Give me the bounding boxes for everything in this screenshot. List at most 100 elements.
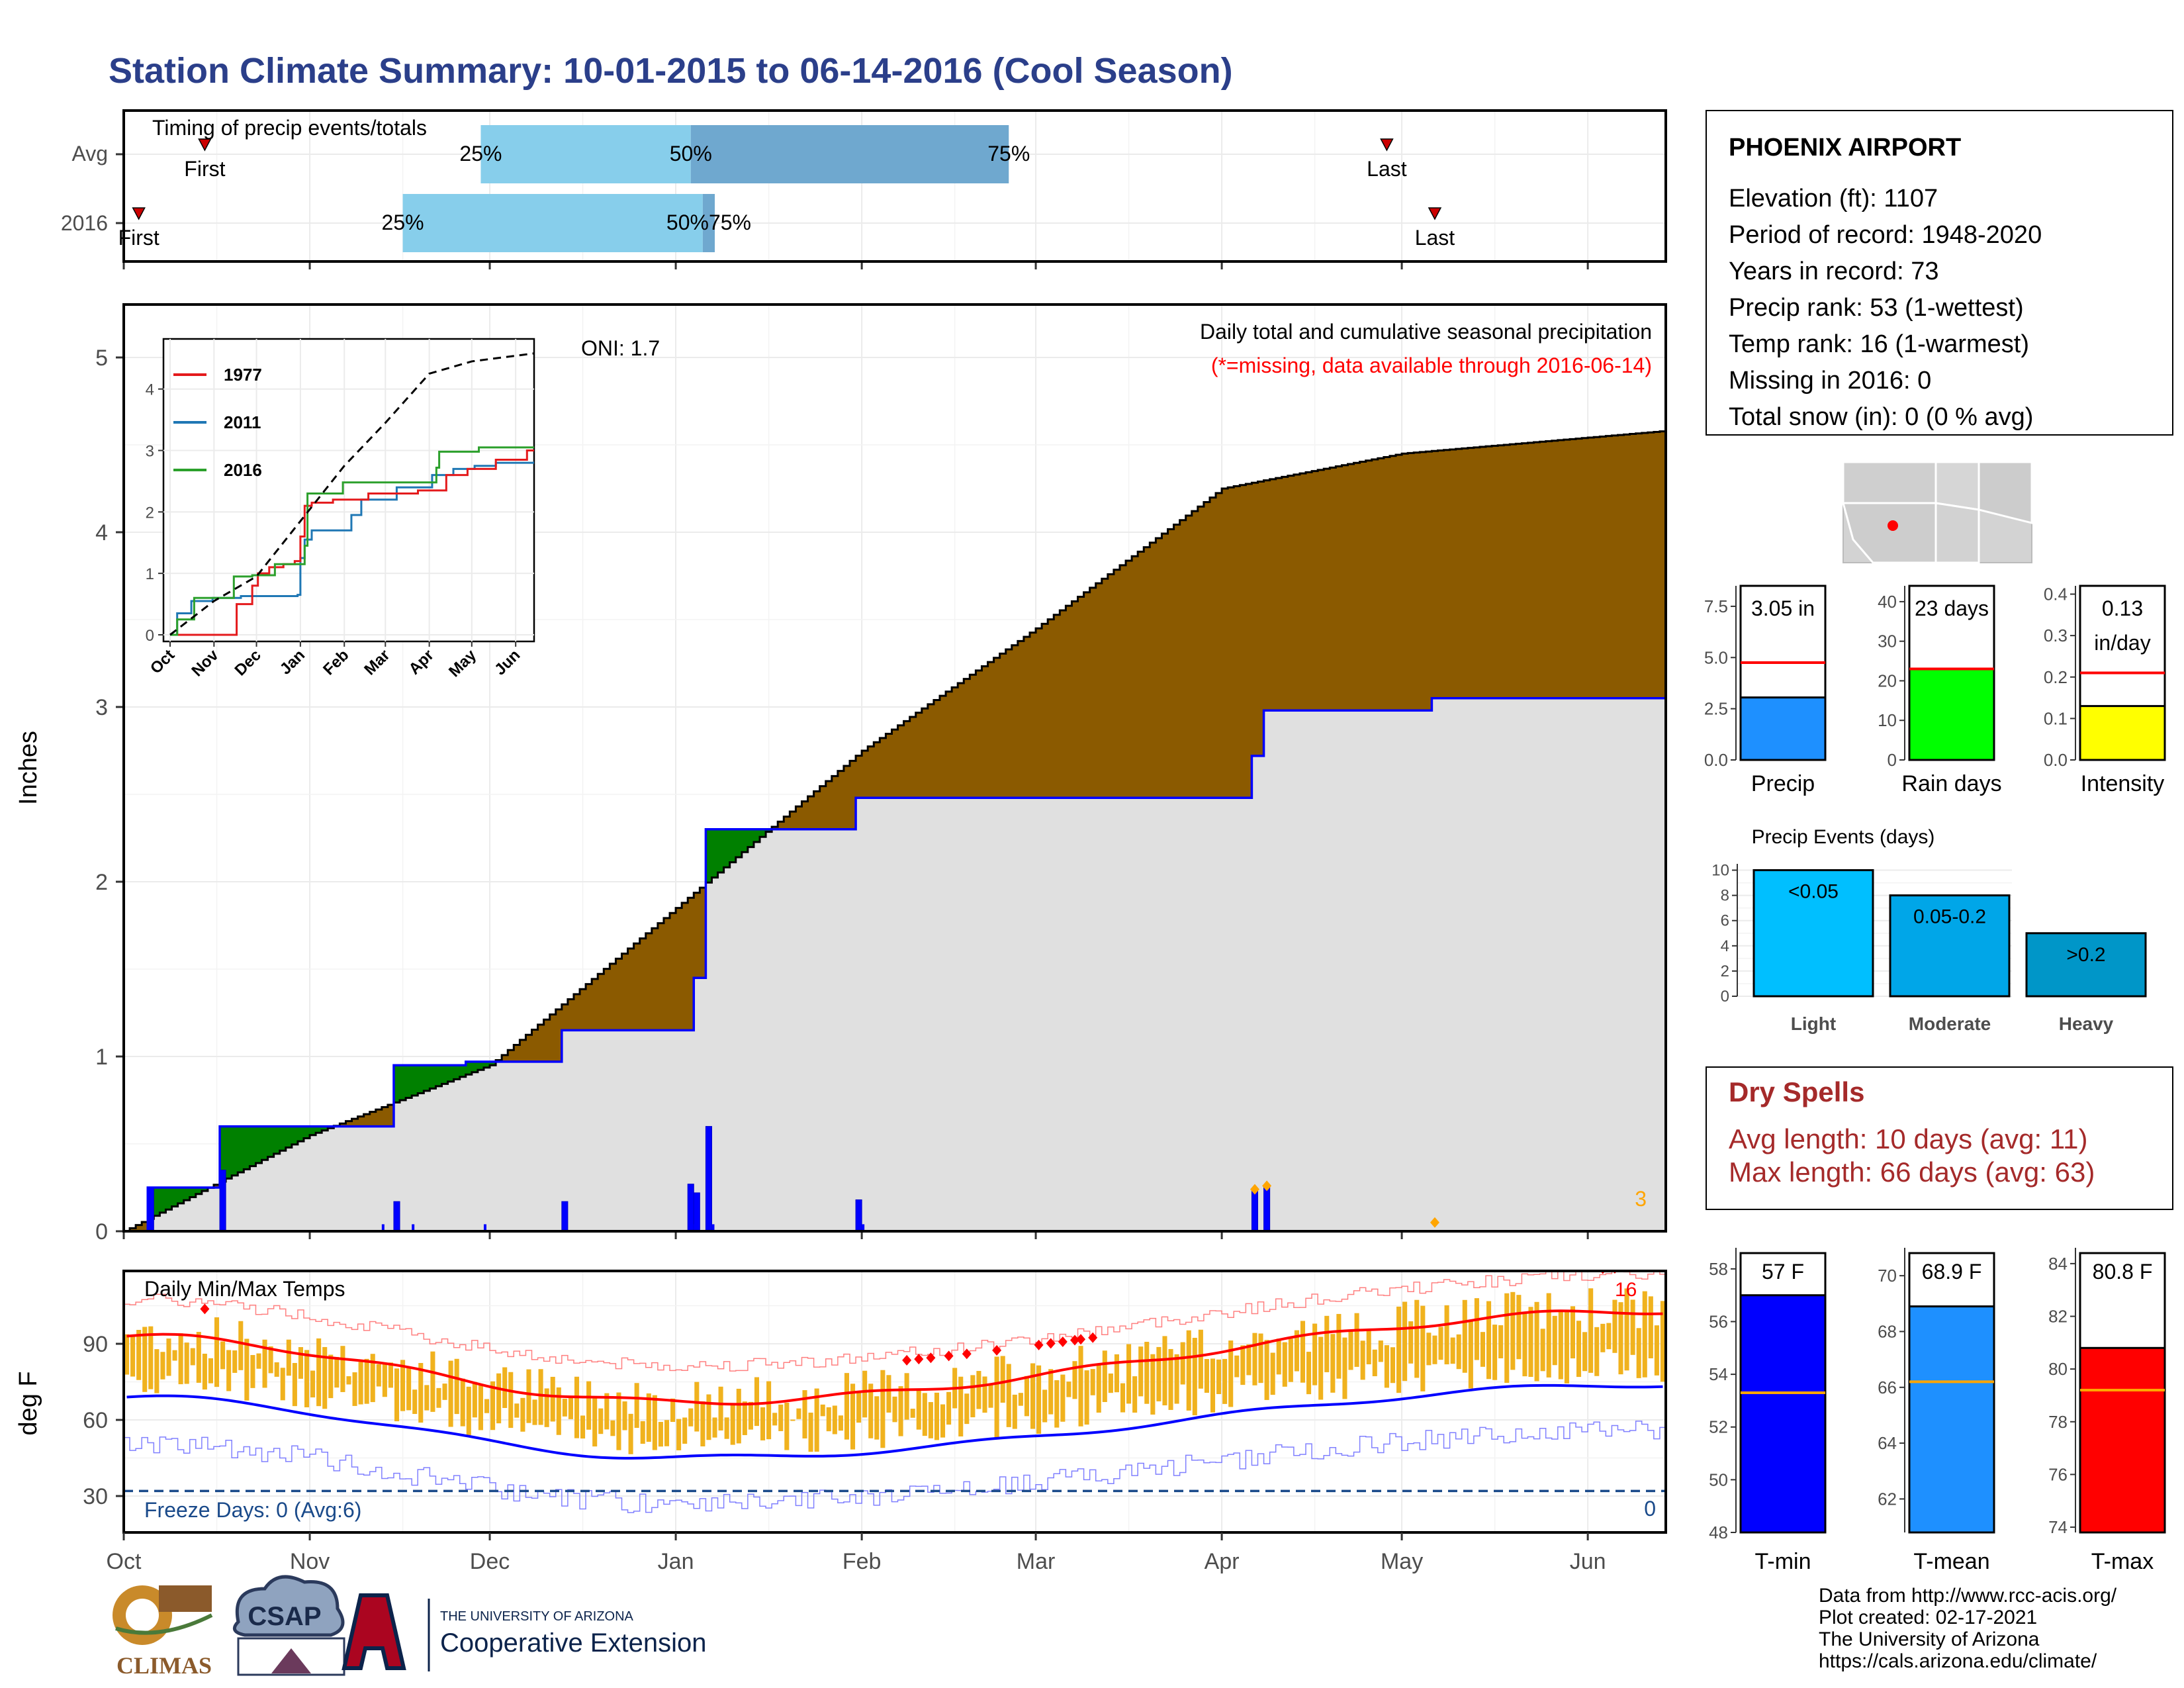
inset-x-tick-feb: Feb xyxy=(320,646,352,679)
daily-temp-bar xyxy=(1468,1321,1473,1389)
daily-temp-bar xyxy=(916,1388,921,1430)
daily-temp-bar xyxy=(1510,1291,1516,1370)
daily-temp-bar xyxy=(1096,1364,1101,1413)
inset-y-tick-4: 4 xyxy=(146,381,154,399)
daily-temp-bar xyxy=(1294,1330,1299,1372)
daily-temp-bar xyxy=(754,1377,760,1427)
daily-temp-bar xyxy=(1312,1323,1318,1385)
daily-temp-bar xyxy=(622,1401,627,1430)
daily-temp-bar xyxy=(1174,1354,1179,1404)
daily-temp-bar xyxy=(166,1338,171,1376)
daily-temp-bar xyxy=(1252,1333,1257,1385)
daily-temp-bar xyxy=(1300,1321,1306,1383)
daily-trace-bar xyxy=(412,1224,415,1231)
inset-x-tick-mar: Mar xyxy=(361,646,393,679)
daily-temp-bar xyxy=(1474,1298,1479,1360)
daily-temp-bar xyxy=(730,1403,735,1445)
mini-bar-precip xyxy=(1739,696,1827,761)
daily-temp-bar xyxy=(1438,1327,1443,1360)
daily-temp-bar xyxy=(1060,1374,1066,1422)
inset-y-tick-1: 1 xyxy=(146,565,154,583)
precip-y-tick-5: 5 xyxy=(95,346,108,371)
daily-temp-bar xyxy=(694,1382,700,1432)
daily-temp-bar xyxy=(1306,1352,1312,1395)
daily-temp-bar xyxy=(688,1408,694,1427)
mini-value-precip-0: 3.05 in xyxy=(1751,596,1815,620)
temp-bar-tick-tmin: 58 xyxy=(1709,1259,1728,1279)
daily-temp-bar xyxy=(1324,1315,1330,1372)
page-title: Station Climate Summary: 10-01-2015 to 0… xyxy=(109,51,1233,91)
daily-temp-bar xyxy=(1654,1325,1659,1376)
temp-bar-tmin xyxy=(1739,1294,1827,1534)
p25-label-Avg: 25% xyxy=(459,142,502,165)
dry-spells-avg: Avg length: 10 days (avg: 11) xyxy=(1729,1123,2087,1154)
daily-temp-bar xyxy=(544,1388,549,1427)
events-bar-heavy xyxy=(2025,932,2147,998)
daily-temp-bar xyxy=(766,1381,772,1440)
daily-temp-bar xyxy=(322,1346,328,1409)
daily-temp-bar xyxy=(604,1393,610,1430)
x-tick-label-apr: Apr xyxy=(1205,1549,1240,1574)
daily-temp-bar xyxy=(1480,1332,1486,1367)
timing-bar-25-50-Avg xyxy=(480,125,691,183)
daily-temp-bar xyxy=(520,1397,525,1432)
temp-bar-tick-tmin: 54 xyxy=(1709,1364,1728,1384)
precip-y-tick-4: 4 xyxy=(95,520,108,545)
daily-temp-bar xyxy=(574,1376,580,1438)
daily-temp-bar xyxy=(868,1383,874,1438)
temp-y-axis-label: deg F xyxy=(15,1371,42,1435)
daily-temp-bar xyxy=(1144,1342,1150,1404)
daily-temp-bar xyxy=(154,1349,159,1393)
mini-bar-intensity xyxy=(2079,705,2166,761)
daily-temp-bar xyxy=(1570,1306,1576,1359)
daily-temp-bar xyxy=(1336,1313,1342,1379)
inset-y-tick-2: 2 xyxy=(146,504,154,522)
daily-temp-bar xyxy=(892,1396,897,1423)
station-line-period: Period of record: 1948-2020 xyxy=(1729,221,2042,249)
series-line-avg-cumulative xyxy=(124,430,1666,1231)
daily-temp-bar xyxy=(970,1375,976,1418)
precip-y-tick-1: 1 xyxy=(95,1045,108,1070)
daily-temp-bar xyxy=(928,1402,933,1438)
daily-temp-bar xyxy=(904,1373,909,1420)
daily-temp-bar xyxy=(124,1334,130,1375)
inset-x-tick-oct: Oct xyxy=(147,646,178,677)
daily-temp-bar xyxy=(244,1338,250,1401)
temp-bar-value-tmin: 57 F xyxy=(1762,1260,1804,1284)
daily-temp-bar xyxy=(718,1386,723,1430)
daily-temp-bar xyxy=(1000,1356,1005,1403)
station-line-elevation: Elevation (ft): 1107 xyxy=(1729,185,1938,212)
temp-bar-label-tmean: T-mean xyxy=(1913,1549,1989,1574)
daily-temp-bar xyxy=(1456,1334,1461,1370)
inset-series-average xyxy=(169,352,534,636)
daily-temp-bar xyxy=(706,1394,711,1440)
daily-precip-bar xyxy=(705,1126,712,1231)
daily-temp-bar xyxy=(1264,1340,1269,1400)
last-marker-2016 xyxy=(1428,207,1442,220)
daily-temp-bar xyxy=(1186,1330,1191,1411)
daily-temp-bar xyxy=(478,1385,483,1430)
inset-x-tick-may: May xyxy=(445,646,480,681)
daily-trace-bar xyxy=(862,1224,865,1231)
daily-temp-bar xyxy=(1522,1312,1527,1377)
daily-temp-bar xyxy=(910,1409,915,1418)
mini-tick-precip: 7.5 xyxy=(1704,596,1728,616)
daily-temp-bar xyxy=(832,1405,837,1434)
daily-temp-bar xyxy=(442,1383,447,1400)
daily-temp-bar xyxy=(1660,1301,1665,1382)
daily-temp-bar xyxy=(328,1354,334,1399)
series-line-2016-cumulative xyxy=(124,697,1666,1231)
temp-bar-tick-tmean: 68 xyxy=(1878,1321,1897,1341)
last-label-2016: Last xyxy=(1415,226,1455,250)
daily-temp-bar xyxy=(1246,1344,1251,1376)
daily-temp-bar xyxy=(784,1402,790,1450)
daily-temp-bar xyxy=(178,1333,183,1385)
daily-temp-bar xyxy=(1168,1348,1173,1410)
daily-temp-bar xyxy=(646,1393,651,1442)
daily-temp-bar xyxy=(1156,1346,1161,1401)
daily-temp-bar xyxy=(376,1364,381,1387)
daily-temp-bar xyxy=(772,1413,778,1426)
station-line-temp-rank: Temp rank: 16 (1-warmest) xyxy=(1729,330,2029,358)
daily-temp-bar xyxy=(274,1362,279,1377)
temp-bar-tick-tmean: 66 xyxy=(1878,1378,1897,1397)
